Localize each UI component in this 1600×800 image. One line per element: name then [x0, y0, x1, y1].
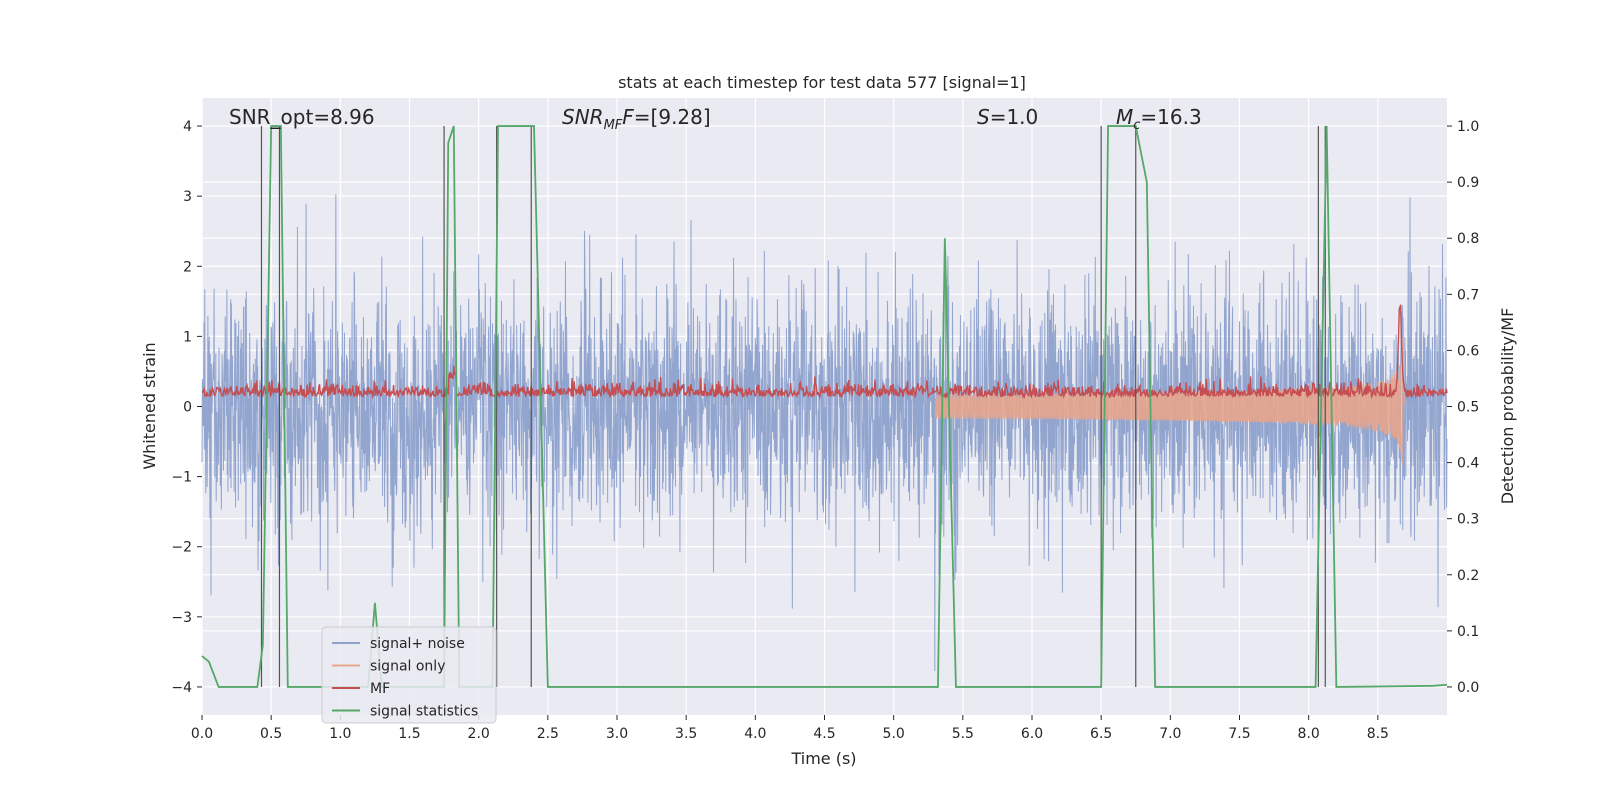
y-left-tick-label: 1	[183, 329, 192, 345]
legend: signal+ noise signal only MF signal statist…	[321, 626, 497, 724]
y-right-tick-label: 0.5	[1457, 400, 1479, 416]
series-signal-only	[934, 337, 1406, 466]
x-tick-label: 8.0	[1298, 726, 1320, 742]
legend-label: signal+ noise	[370, 636, 465, 652]
series-mf	[201, 304, 1448, 400]
y-right-tick-label: 1.0	[1457, 119, 1479, 135]
x-tick-label: 0.0	[191, 726, 213, 742]
legend-label: signal only	[370, 659, 445, 675]
x-tick-label: 0.5	[260, 726, 282, 742]
y-right-tick-label: 0.0	[1457, 680, 1479, 696]
y-left-tick-label: −1	[171, 470, 192, 486]
x-tick-label: 3.0	[606, 726, 628, 742]
y-left-tick-label: 4	[183, 119, 192, 135]
x-axis-ticks: 0.0 0.5 1.0 1.5 2.0 2.5 3.0 3.5 4.0 4.5 5.0 5.5 6.0 6…	[191, 715, 1389, 742]
y-right-tick-label: 0.3	[1457, 512, 1479, 528]
x-tick-label: 2.5	[537, 726, 559, 742]
chart-title: stats at each timestep for test data 577…	[618, 73, 1026, 92]
y-left-tick-label: −2	[171, 540, 192, 556]
legend-label: MF	[370, 681, 390, 697]
series-line-signal-only	[934, 337, 1406, 466]
annotation-mc: Mc=16.3	[1116, 105, 1202, 133]
y-right-tick-label: 0.1	[1457, 624, 1479, 640]
y-right-tick-label: 0.7	[1457, 287, 1479, 303]
x-tick-label: 2.0	[468, 726, 490, 742]
x-tick-label: 7.5	[1228, 726, 1250, 742]
x-tick-label: 8.5	[1367, 726, 1389, 742]
y-left-tick-label: 3	[183, 189, 192, 205]
y-left-tick-label: −4	[171, 680, 192, 696]
y-left-tick-label: 2	[183, 259, 192, 275]
y-right-tick-label: 0.6	[1457, 343, 1479, 359]
series-line-signal-statistics	[201, 125, 1448, 688]
x-tick-label: 3.5	[675, 726, 697, 742]
series-line-signal-noise	[201, 194, 1448, 672]
y-axis-right-label: Detection probability/MF	[1498, 308, 1517, 505]
x-tick-label: 7.0	[1159, 726, 1181, 742]
y-axis-left-ticks: 4 3 2 1 0 −1 −2 −3 −4	[171, 119, 202, 696]
x-tick-label: 5.5	[952, 726, 974, 742]
y-right-tick-label: 0.2	[1457, 568, 1479, 584]
y-left-tick-label: −3	[171, 610, 192, 626]
series-signal-noise	[201, 194, 1448, 672]
y-axis-right-ticks: 1.0 0.9 0.8 0.7 0.6 0.5 0.4 0.3 0.2 0.1 0.0	[1447, 119, 1479, 696]
x-tick-label: 1.0	[329, 726, 351, 742]
y-right-tick-label: 0.8	[1457, 231, 1479, 247]
x-tick-label: 6.0	[1021, 726, 1043, 742]
x-tick-label: 1.5	[398, 726, 420, 742]
y-right-tick-label: 0.4	[1457, 456, 1479, 472]
y-axis-left-label: Whitened strain	[140, 342, 159, 469]
x-tick-label: 5.0	[883, 726, 905, 742]
annotation-s: S=1.0	[977, 105, 1038, 129]
y-left-tick-label: 0	[183, 400, 192, 416]
y-right-tick-label: 0.9	[1457, 175, 1479, 191]
series-signal-statistics	[201, 125, 1448, 688]
legend-box	[321, 626, 497, 724]
x-tick-label: 4.0	[744, 726, 766, 742]
legend-label: signal statistics	[370, 704, 478, 720]
x-tick-label: 4.5	[813, 726, 835, 742]
x-tick-label: 6.5	[1090, 726, 1112, 742]
annotation-snr-opt: SNR_opt=8.96	[229, 105, 375, 129]
annotation-snr-mf: SNRMFF=[9.28]	[562, 105, 711, 133]
series-line-mf	[201, 304, 1448, 400]
x-axis-label: Time (s)	[790, 749, 856, 768]
